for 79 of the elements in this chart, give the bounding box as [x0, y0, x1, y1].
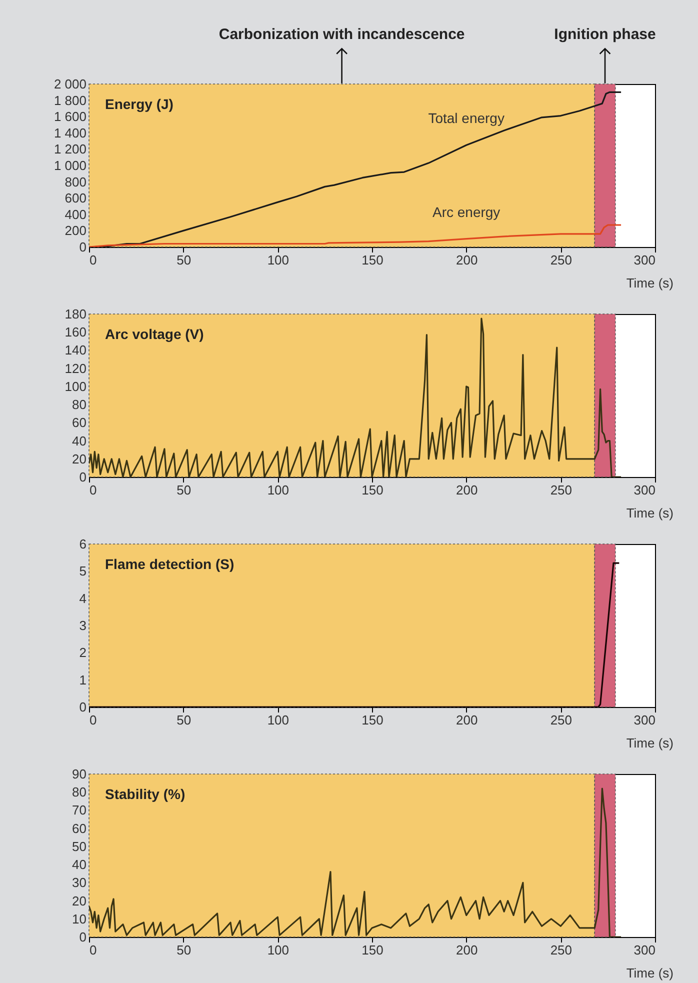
y-tick-label: 400 [64, 206, 86, 222]
x-tick-label: 50 [176, 252, 192, 268]
y-tick-label: 20 [72, 451, 86, 466]
y-tick-label: 40 [72, 433, 86, 448]
x-tick-label: 0 [90, 712, 97, 728]
y-tick-label: 1 600 [54, 109, 86, 124]
x-tick-label: 200 [456, 482, 478, 498]
x-tick-label: 100 [267, 252, 290, 268]
y-axis-title: Flame detection (S) [105, 556, 234, 572]
y-axis-title: Stability (%) [105, 786, 186, 802]
y-tick-label: 10 [72, 911, 86, 926]
x-tick-label: 300 [634, 712, 656, 728]
y-tick-label: 30 [72, 875, 86, 890]
y-tick-label: 1 [79, 672, 86, 688]
y-tick-label: 40 [72, 857, 86, 872]
x-tick-label: 100 [267, 482, 290, 498]
y-tick-label: 80 [72, 784, 86, 800]
y-tick-label: 1 200 [54, 142, 86, 157]
y-tick-label: 20 [72, 893, 86, 908]
x-tick-label: 250 [550, 712, 572, 728]
x-tick-label: 150 [362, 712, 384, 728]
y-tick-label: 3 [79, 618, 86, 633]
y-tick-label: 60 [72, 820, 86, 836]
x-tick-label: 150 [362, 482, 384, 498]
x-tick-label: 200 [456, 252, 478, 268]
x-tick-label: 250 [550, 482, 572, 498]
y-tick-label: 0 [79, 470, 86, 484]
y-tick-label: 1 800 [54, 92, 86, 108]
band-label: Carbonization with incandescence [218, 26, 465, 43]
x-tick-label: 50 [176, 482, 192, 498]
x-tick-label: 0 [90, 482, 97, 498]
y-tick-label: 90 [72, 766, 86, 782]
y-tick-label: 600 [64, 190, 86, 206]
band-label: Ignition phase [554, 26, 656, 43]
x-tick-label: 200 [456, 942, 478, 958]
x-axis-title: Time (s) [626, 736, 674, 750]
y-tick-label: 180 [64, 306, 86, 322]
x-tick-label: 0 [90, 942, 97, 958]
y-tick-label: 120 [64, 360, 86, 376]
x-tick-label: 50 [176, 942, 192, 958]
x-axis-title: Time (s) [626, 276, 674, 290]
x-tick-label: 150 [362, 252, 384, 268]
x-tick-label: 250 [550, 942, 572, 958]
x-tick-label: 300 [634, 942, 656, 958]
y-tick-label: 70 [72, 802, 86, 818]
y-tick-label: 0 [79, 700, 86, 714]
line-series [89, 224, 622, 247]
y-tick-label: 2 000 [54, 76, 86, 92]
x-tick-label: 300 [634, 482, 656, 498]
y-tick-label: 4 [79, 590, 86, 606]
y-tick-label: 800 [64, 174, 86, 190]
y-axis-title: Arc voltage (V) [105, 326, 204, 342]
series-label: Total energy [428, 110, 504, 126]
x-tick-label: 100 [267, 942, 290, 958]
x-axis-title: Time (s) [626, 506, 674, 520]
x-tick-label: 50 [176, 712, 192, 728]
y-tick-label: 2 [79, 645, 86, 660]
series-label: Arc energy [432, 204, 500, 220]
y-tick-label: 80 [72, 397, 86, 412]
y-tick-label: 5 [79, 564, 86, 579]
y-axis-title: Energy (J) [105, 96, 174, 112]
x-tick-label: 250 [550, 252, 572, 268]
x-tick-label: 150 [362, 942, 384, 958]
y-tick-label: 1 000 [54, 158, 86, 173]
y-tick-label: 6 [79, 536, 86, 552]
y-tick-label: 1 400 [54, 125, 86, 140]
x-tick-label: 200 [456, 712, 478, 728]
y-tick-label: 0 [79, 240, 86, 254]
y-tick-label: 60 [72, 415, 86, 430]
x-axis-title: Time (s) [626, 966, 674, 980]
x-tick-label: 100 [267, 712, 290, 728]
y-tick-label: 100 [64, 378, 86, 394]
x-tick-label: 0 [90, 252, 97, 268]
y-tick-label: 160 [64, 324, 86, 340]
y-tick-label: 50 [72, 838, 86, 854]
y-tick-label: 140 [64, 342, 86, 358]
x-tick-label: 300 [634, 252, 656, 268]
y-tick-label: 0 [79, 930, 86, 944]
y-tick-label: 200 [64, 223, 86, 238]
